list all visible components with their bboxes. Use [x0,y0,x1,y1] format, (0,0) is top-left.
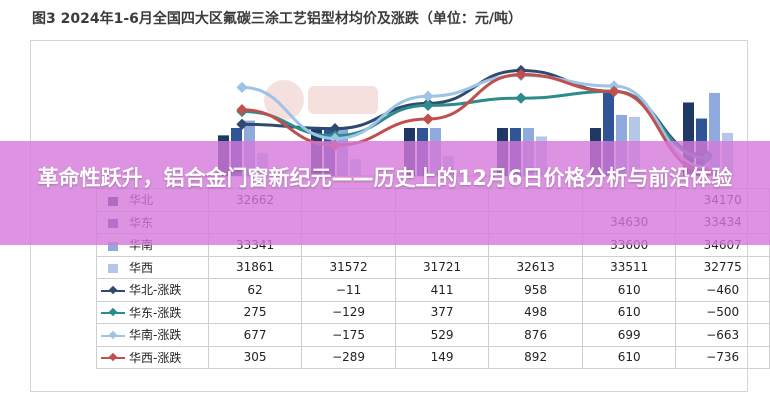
marker-south-1 [236,81,248,94]
table-row: 华东-涨跌 275 −129 377 498 610 −500 [96,300,770,324]
table-cell: −736 [675,345,770,369]
table-cell: −175 [301,323,396,347]
table-cell: −460 [675,278,770,302]
legend-key-icon [101,285,125,296]
bar-north-6 [683,102,694,176]
table-cell: 31721 [394,255,490,279]
marker-west-3 [422,113,434,125]
table-cell: 892 [488,345,583,369]
table-cell: 610 [581,345,677,369]
table-cell: 958 [488,278,583,302]
table-cell: −663 [675,323,770,347]
table-row: 华西 31861 31572 31721 32613 33511 32775 [96,255,770,279]
table-row: 华南-涨跌 677 −175 529 876 699 −663 [96,323,770,347]
table-cell: 62 [207,278,303,302]
row-label: 华东-涨跌 [96,300,209,324]
row-label-text: 华南-涨跌 [129,328,182,343]
row-label-text: 华西 [129,260,154,275]
table-cell: 699 [581,323,677,347]
table-cell: 529 [394,323,490,347]
row-label-text: 华东-涨跌 [129,305,182,320]
table-cell: 677 [207,323,303,347]
table-cell: 149 [394,345,490,369]
table-cell: 31572 [301,255,396,279]
table-cell: 610 [581,278,677,302]
table-row: 华北-涨跌 62 −11 411 958 610 −460 [96,278,770,302]
marker-west-1 [236,104,248,116]
headline-overlay [0,141,770,245]
table-cell: 411 [394,278,490,302]
bar-south-6 [709,92,720,176]
table-cell: −289 [301,345,396,369]
headline-text: 革命性跃升，铝合金门窗新纪元——历史上的12月6日价格分析与前沿体验 [37,166,733,190]
watermark-logo [264,80,378,120]
row-label: 华南-涨跌 [96,323,209,347]
row-label: 华北-涨跌 [96,278,209,302]
row-label-text: 华西-涨跌 [129,350,182,365]
table-cell: −11 [301,278,396,302]
table-cell: 275 [207,300,303,324]
table-cell: −500 [675,300,770,324]
legend-key-icon [101,263,125,274]
row-label-text: 华北-涨跌 [129,283,182,298]
table-cell: 31861 [207,255,303,279]
table-cell: 876 [488,323,583,347]
table-cell: −129 [301,300,396,324]
table-cell: 610 [581,300,677,324]
bar-east-5 [603,92,614,176]
table-cell: 32613 [488,255,583,279]
table-cell: 33511 [581,255,677,279]
table-cell: 305 [207,345,303,369]
legend-key-icon [101,353,125,363]
table-row: 华西-涨跌 305 −289 149 892 610 −736 [96,345,770,369]
marker-south-3 [422,90,434,102]
legend-key-icon [101,241,125,251]
table-cell: 498 [488,300,583,324]
table-cell: 32775 [675,255,770,279]
marker-east-4 [515,92,527,104]
legend-key-icon [101,330,125,341]
legend-key-icon [101,308,125,318]
row-label: 华西 [96,255,209,279]
line-south-change [241,73,708,170]
table-cell: 377 [394,300,490,324]
row-label: 华西-涨跌 [96,345,209,369]
chart-title: 图3 2024年1-6月全国四大区氟碳三涂工艺铝型材均价及涨跌（单位：元/吨） [32,11,522,27]
